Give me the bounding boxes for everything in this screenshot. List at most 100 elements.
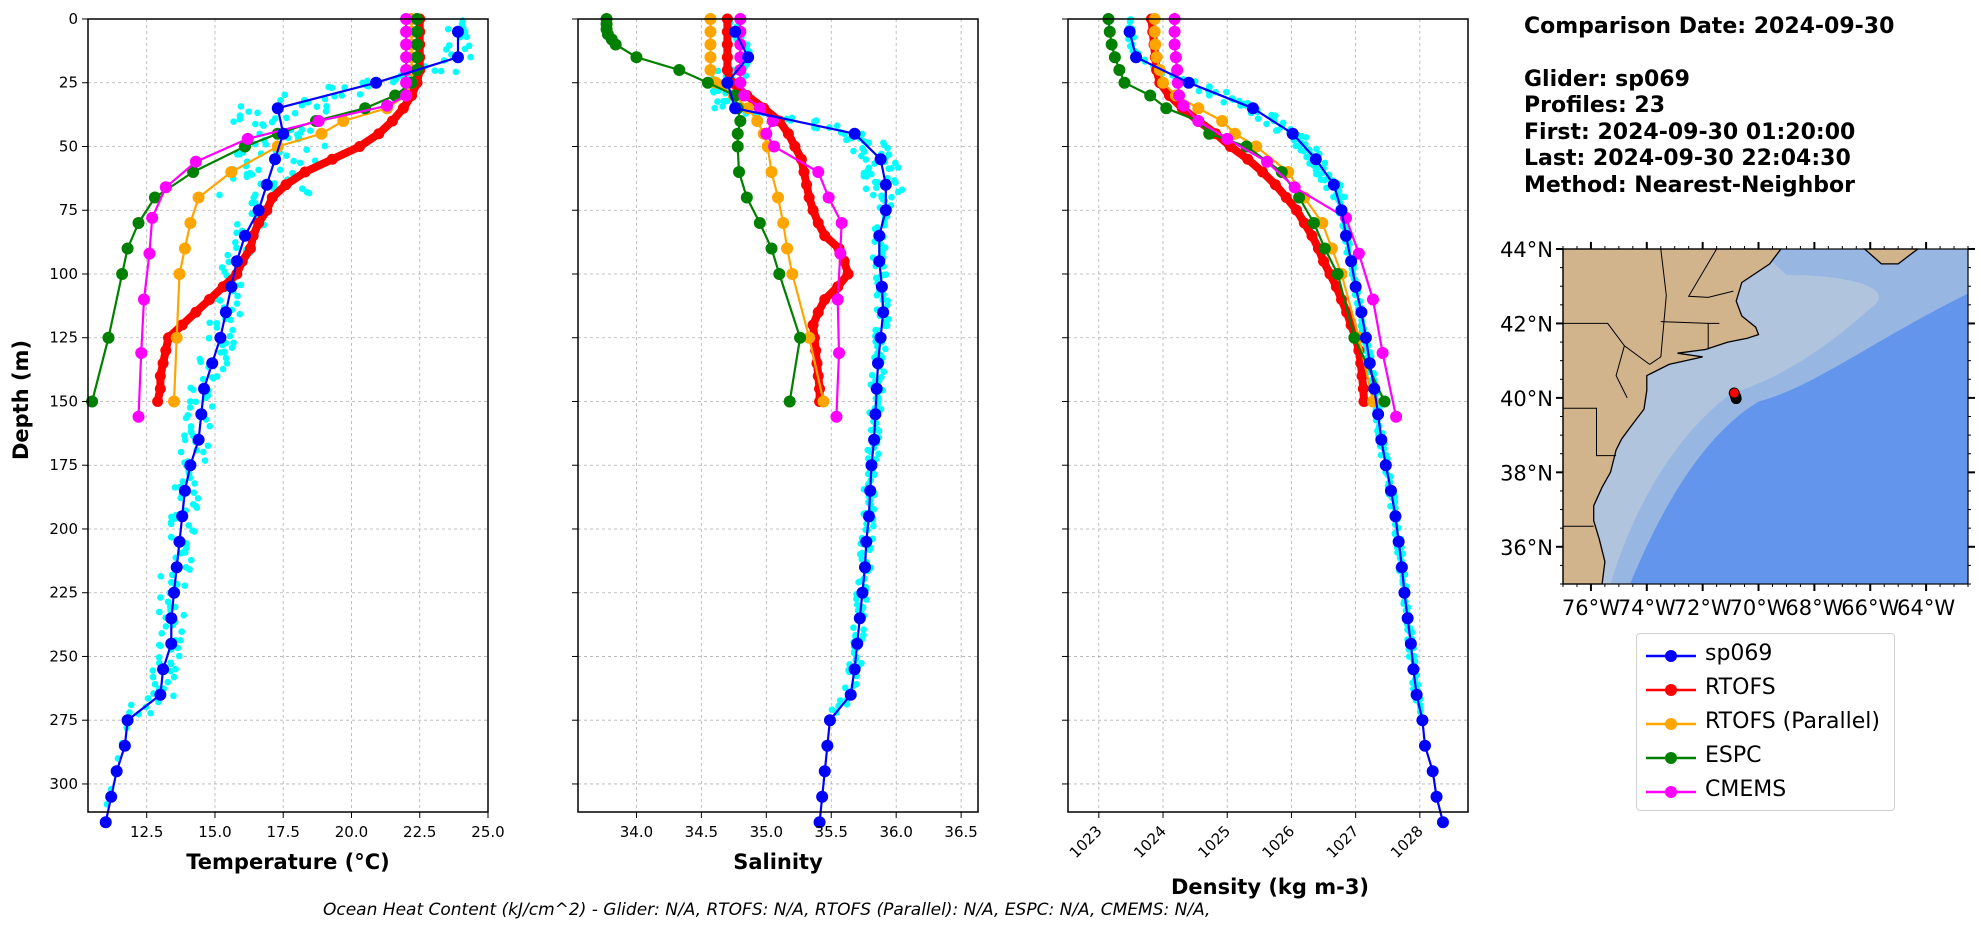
data-point-sp069 — [874, 331, 887, 344]
raw-glider-point — [467, 53, 474, 61]
raw-glider-point — [237, 103, 245, 110]
data-point-sp069 — [870, 382, 883, 395]
data-point-espc — [1113, 63, 1126, 76]
raw-glider-point — [162, 623, 170, 630]
data-point-cmems — [1261, 155, 1274, 168]
raw-glider-point — [714, 98, 721, 105]
raw-glider-point — [855, 578, 862, 586]
raw-glider-point — [182, 414, 190, 422]
data-point-rtofs — [160, 344, 172, 356]
data-point-rtofs-parallel — [337, 114, 350, 127]
data-point-rtofs-parallel — [192, 191, 205, 204]
raw-glider-point — [208, 403, 216, 410]
data-point-sp069 — [451, 25, 464, 38]
data-point-sp069 — [238, 229, 251, 242]
data-point-rtofs — [326, 153, 338, 165]
raw-glider-point — [880, 368, 888, 375]
raw-glider-point — [171, 484, 179, 491]
data-point-sp069 — [879, 204, 892, 217]
data-point-sp069 — [865, 459, 878, 472]
raw-glider-point — [151, 680, 159, 688]
raw-glider-point — [305, 189, 313, 197]
legend-item-sp069: sp069 — [1637, 639, 1894, 673]
map-state-border — [1615, 345, 1628, 399]
data-point-cmems — [1171, 63, 1184, 76]
map-y-tick-label: 44°N — [1500, 238, 1553, 262]
data-point-sp069 — [451, 51, 464, 64]
raw-glider-point — [233, 220, 241, 228]
data-point-rtofs — [152, 395, 164, 407]
data-point-rtofs-parallel — [751, 114, 764, 127]
raw-glider-point — [186, 404, 194, 411]
y-tick-label: 125 — [49, 329, 78, 347]
data-point-cmems — [1168, 25, 1181, 38]
data-point-cmems — [380, 99, 393, 112]
raw-glider-point — [885, 165, 892, 172]
raw-glider-point — [1268, 111, 1275, 119]
ocean-heat-content-footer: Ocean Heat Content (kJ/cm^2) - Glider: N… — [323, 900, 1211, 920]
raw-glider-point — [226, 332, 234, 340]
data-point-espc — [753, 216, 766, 229]
data-point-espc — [794, 331, 807, 344]
data-point-rtofs — [795, 153, 807, 165]
raw-glider-point — [155, 653, 163, 661]
legend-item-rtofs-parallel: RTOFS (Parallel) — [1637, 707, 1894, 741]
data-point-rtofs — [266, 191, 278, 203]
data-point-rtofs — [154, 383, 166, 395]
x-tick-label: 1023 — [1066, 822, 1106, 862]
raw-glider-point — [251, 191, 259, 199]
data-point-sp069 — [1372, 408, 1385, 421]
data-point-espc — [731, 140, 744, 153]
data-point-sp069 — [721, 76, 734, 89]
x-tick-label: 25.0 — [471, 823, 504, 841]
map-x-tick-label: 68°W — [1785, 596, 1843, 620]
data-point-sp069 — [851, 637, 864, 650]
data-point-espc — [1105, 38, 1118, 51]
raw-glider-point — [862, 156, 870, 163]
data-point-cmems — [159, 181, 172, 194]
legend-label: RTOFS (Parallel) — [1705, 709, 1880, 734]
legend-label: ESPC — [1705, 743, 1762, 768]
data-point-sp069 — [260, 178, 273, 191]
raw-glider-point — [178, 628, 185, 635]
raw-glider-point — [206, 422, 214, 430]
legend-label: sp069 — [1705, 641, 1773, 666]
data-point-rtofs — [163, 332, 175, 344]
raw-glider-point — [216, 297, 224, 304]
data-point-cmems — [760, 127, 773, 140]
data-point-sp069 — [875, 280, 888, 293]
raw-glider-point — [841, 684, 849, 692]
data-point-sp069 — [154, 688, 167, 701]
raw-glider-point — [873, 184, 880, 191]
raw-glider-point — [1223, 88, 1230, 96]
raw-glider-point — [711, 104, 718, 112]
comparison-date: Comparison Date: 2024-09-30 — [1524, 14, 1895, 39]
raw-glider-point — [227, 316, 234, 324]
raw-glider-point — [858, 152, 865, 160]
raw-glider-point — [231, 239, 239, 246]
legend-marker-cmems — [1646, 786, 1696, 798]
raw-glider-point — [189, 386, 197, 393]
raw-glider-point — [719, 103, 726, 110]
map-land — [1562, 248, 1783, 585]
data-point-rtofs — [807, 319, 819, 331]
data-point-sp069 — [214, 331, 227, 344]
data-point-rtofs — [204, 293, 216, 305]
raw-glider-point — [230, 118, 237, 125]
raw-glider-point — [879, 249, 886, 256]
raw-glider-point — [180, 611, 188, 619]
data-point-sp069 — [1379, 459, 1392, 472]
data-point-cmems — [834, 247, 847, 260]
map-state-border — [1687, 248, 1734, 298]
data-point-sp069 — [173, 535, 186, 548]
data-point-rtofs — [721, 38, 733, 50]
data-point-sp069 — [1182, 76, 1195, 89]
raw-glider-point — [298, 101, 306, 109]
data-point-espc — [1318, 242, 1331, 255]
raw-glider-point — [1377, 451, 1385, 459]
data-point-sp069 — [868, 433, 881, 446]
data-point-rtofs — [253, 217, 265, 229]
data-point-sp069 — [1395, 561, 1408, 574]
data-point-sp069 — [195, 408, 208, 421]
x-tick-label: 34.0 — [620, 823, 653, 841]
